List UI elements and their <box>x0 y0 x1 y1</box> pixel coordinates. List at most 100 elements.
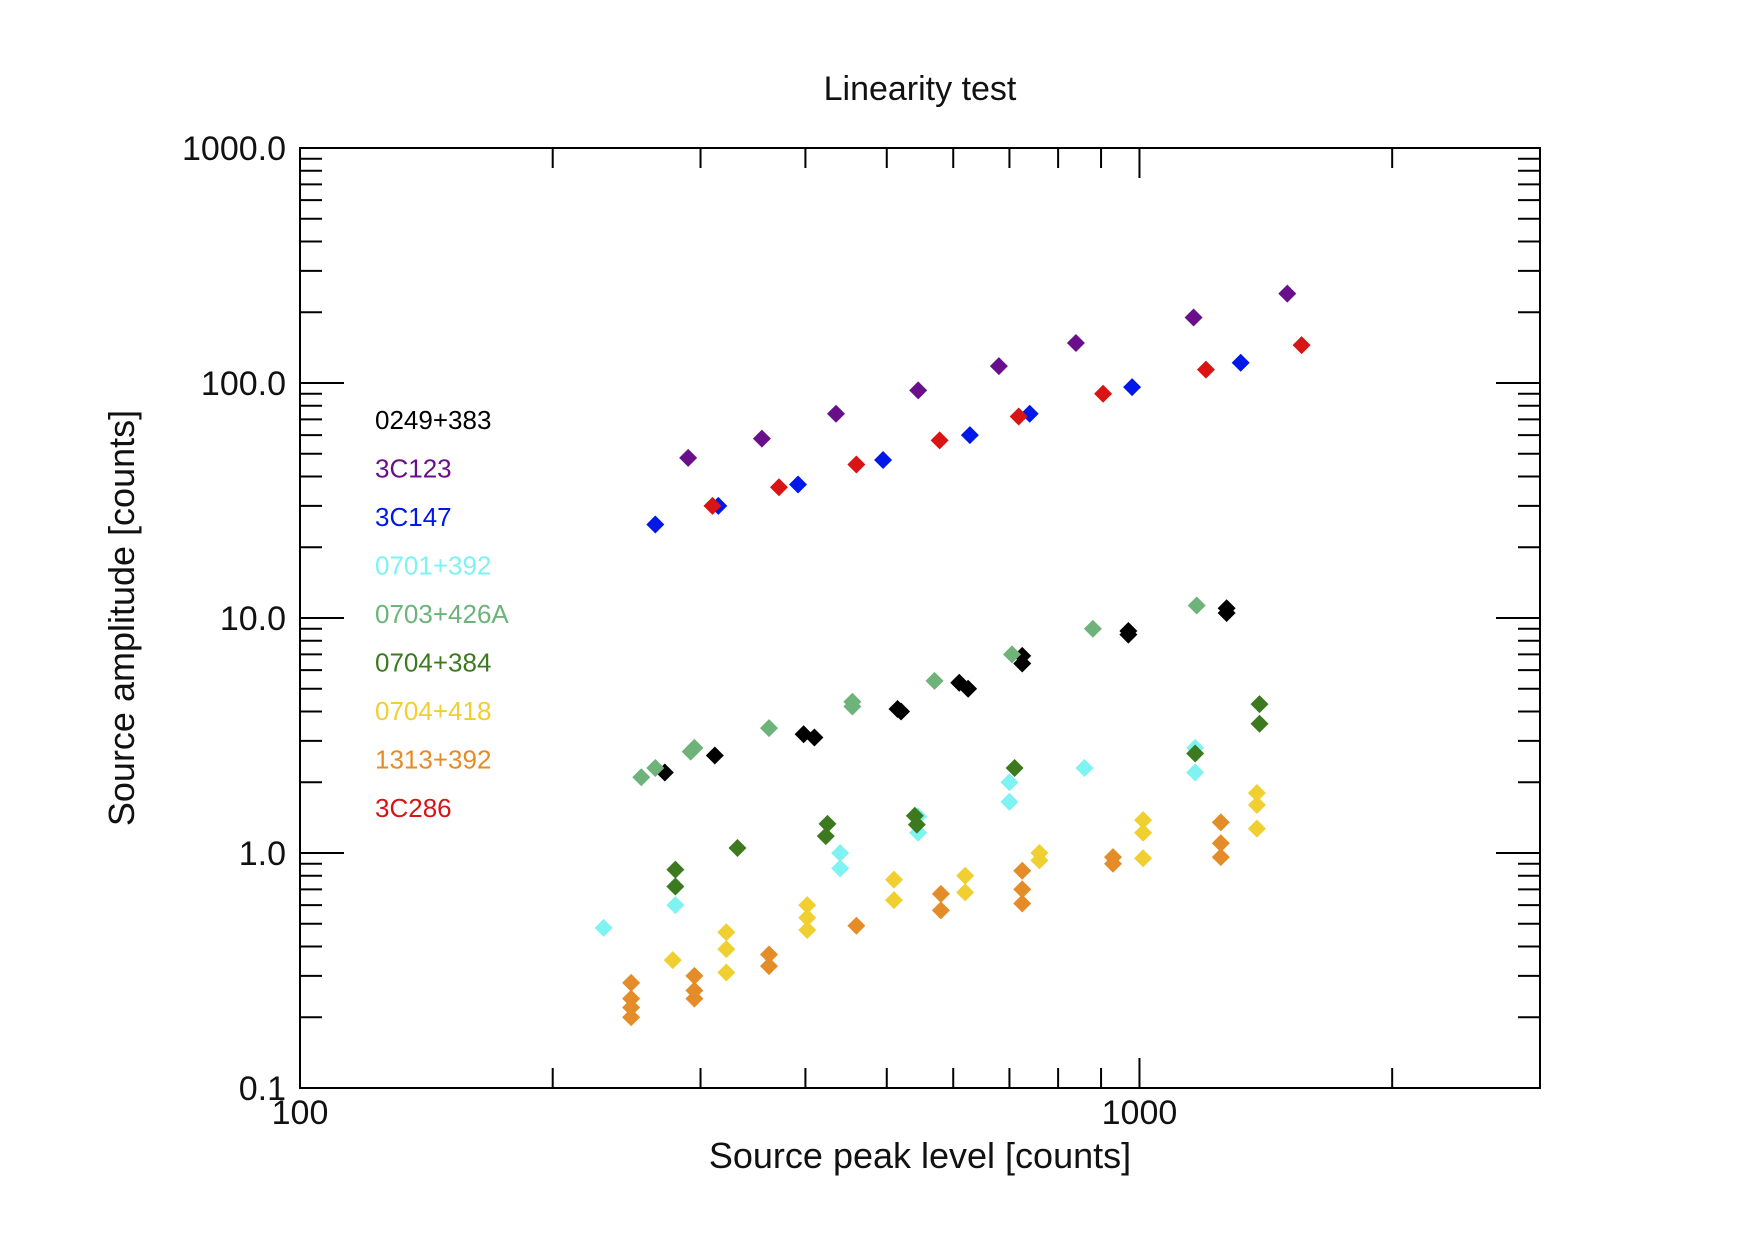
data-point <box>1075 758 1094 777</box>
data-point <box>959 679 978 698</box>
data-point <box>1134 823 1153 842</box>
data-point <box>769 478 788 497</box>
data-point <box>717 923 736 942</box>
data-point <box>798 896 817 915</box>
data-point <box>956 883 975 902</box>
data-point <box>805 728 824 747</box>
data-point <box>760 957 779 976</box>
data-point <box>831 859 850 878</box>
data-point <box>1000 792 1019 811</box>
y-tick-label: 0.1 <box>239 1070 286 1108</box>
data-point <box>1184 308 1203 327</box>
data-point <box>1134 811 1153 830</box>
data-point <box>847 455 866 474</box>
data-point <box>884 891 903 910</box>
series-0249+383 <box>655 599 1236 782</box>
data-point <box>818 814 837 833</box>
data-point <box>717 940 736 959</box>
data-point <box>760 945 779 964</box>
data-point <box>760 719 779 738</box>
data-point <box>1211 848 1230 867</box>
data-point <box>728 839 747 858</box>
data-point <box>931 884 950 903</box>
data-point <box>703 496 722 515</box>
data-point <box>705 746 724 765</box>
data-point <box>789 475 808 494</box>
x-tick-label: 1000 <box>1102 1094 1178 1132</box>
data-point <box>1094 384 1113 403</box>
data-point <box>1247 784 1266 803</box>
legend-item: 3C147 <box>375 502 452 532</box>
data-point <box>666 896 685 915</box>
y-tick-label: 1000.0 <box>182 130 286 168</box>
chart-title: Linearity test <box>824 70 1017 108</box>
data-point <box>666 860 685 879</box>
data-point <box>752 429 771 448</box>
data-point <box>989 357 1008 376</box>
data-point <box>622 973 641 992</box>
legend-item: 0701+392 <box>375 551 491 581</box>
data-point <box>831 844 850 862</box>
data-point <box>892 702 911 721</box>
data-point <box>847 916 866 935</box>
plot-frame <box>299 147 1541 1089</box>
legend-item: 3C286 <box>375 793 452 823</box>
series-3C286 <box>703 336 1311 515</box>
x-axis-title: Source peak level [counts] <box>709 1135 1131 1176</box>
data-point <box>1083 619 1102 638</box>
series-0703+426A <box>632 596 1206 787</box>
data-point <box>930 431 949 450</box>
data-point <box>907 815 926 834</box>
axis-tick-labels: 0.1 1.0 10.0 100.0 1000.0 100 1000 <box>182 130 1177 1132</box>
data-point <box>1250 714 1269 733</box>
data-point <box>1066 333 1085 352</box>
data-point <box>679 448 698 467</box>
legend-item: 3C123 <box>375 454 452 484</box>
data-point <box>931 901 950 920</box>
data-point <box>1003 645 1022 664</box>
data-point <box>622 998 641 1017</box>
data-point <box>798 921 817 940</box>
data-point <box>1247 819 1266 838</box>
data-point <box>1005 758 1024 777</box>
data-point <box>663 951 682 970</box>
data-point <box>717 963 736 982</box>
data-point <box>1278 284 1297 303</box>
series-3C147 <box>646 353 1250 534</box>
data-point <box>1186 744 1205 763</box>
data-point <box>1186 763 1205 782</box>
series-1313+392 <box>622 813 1230 1027</box>
data-point <box>646 515 665 534</box>
series-0704+384 <box>666 695 1269 896</box>
data-point <box>646 758 665 777</box>
legend-item: 1313+392 <box>375 745 491 775</box>
data-point <box>1292 336 1311 355</box>
legend-item: 0703+426A <box>375 599 509 629</box>
data-point <box>1013 861 1032 880</box>
data-point <box>666 877 685 896</box>
x-tick-label: 100 <box>272 1094 329 1132</box>
data-point <box>1211 834 1230 853</box>
legend-item: 0249+383 <box>375 405 491 435</box>
data-point <box>960 426 979 445</box>
data-point <box>925 671 944 690</box>
data-point <box>1000 773 1019 792</box>
data-point <box>1187 596 1206 615</box>
data-point <box>1009 407 1028 426</box>
data-point <box>1196 360 1215 379</box>
data-point <box>632 768 651 787</box>
data-points <box>594 284 1311 1027</box>
data-point <box>685 966 704 985</box>
data-point <box>826 404 845 423</box>
data-point <box>884 870 903 889</box>
axis-ticks <box>300 148 1540 1088</box>
data-point <box>685 989 704 1008</box>
data-point <box>594 918 613 937</box>
data-point <box>1217 604 1236 623</box>
y-tick-label: 10.0 <box>220 600 286 638</box>
data-point <box>1211 813 1230 832</box>
series-0704+418 <box>663 784 1266 982</box>
series-3C123 <box>679 284 1297 467</box>
data-point <box>1119 625 1138 644</box>
